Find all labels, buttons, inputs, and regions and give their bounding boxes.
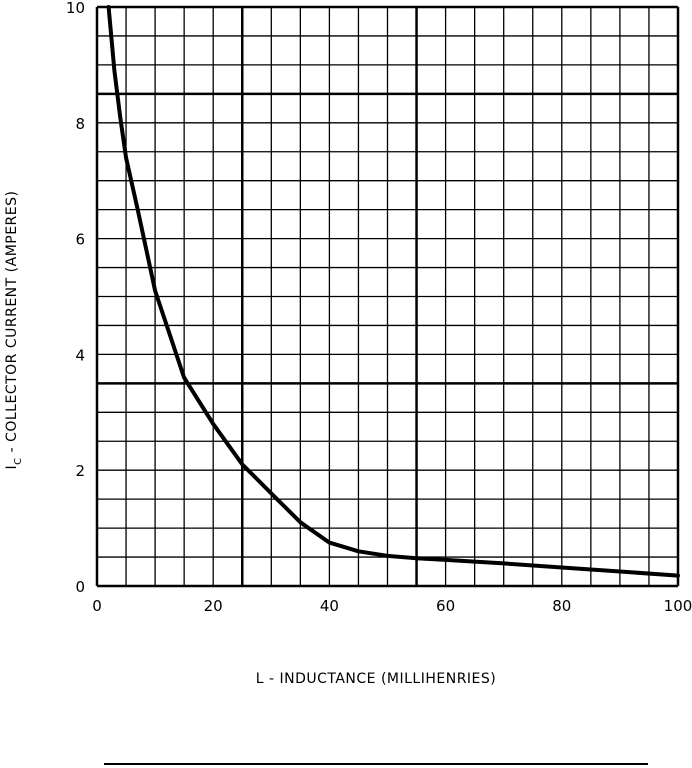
y-axis-label: IC - COLLECTOR CURRENT (AMPERES) xyxy=(4,191,24,470)
grid xyxy=(95,5,680,588)
y-tick-label: 10 xyxy=(66,0,85,17)
y-axis-label-main: I xyxy=(4,465,20,470)
y-axis-label-rest: - COLLECTOR CURRENT (AMPERES) xyxy=(4,191,20,458)
x-tick-label: 20 xyxy=(204,597,223,615)
x-tick-label: 0 xyxy=(92,597,102,615)
x-tick-label: 60 xyxy=(436,597,455,615)
x-tick-label: 80 xyxy=(552,597,571,615)
x-tick-labels: 0 20 40 60 80 100 xyxy=(92,597,692,615)
x-tick-label: 100 xyxy=(664,597,692,615)
x-tick-label: 40 xyxy=(320,597,339,615)
x-axis-label: L - INDUCTANCE (MILLIHENRIES) xyxy=(256,671,497,687)
y-tick-label: 2 xyxy=(75,462,85,480)
y-tick-label: 8 xyxy=(75,115,85,133)
y-axis-label-sub: C xyxy=(13,457,24,464)
y-tick-label: 6 xyxy=(75,231,85,249)
y-tick-label: 4 xyxy=(75,346,85,364)
y-tick-label: 0 xyxy=(75,578,85,596)
series-line xyxy=(106,5,680,578)
y-tick-labels: 0 2 4 6 8 10 xyxy=(66,0,85,596)
